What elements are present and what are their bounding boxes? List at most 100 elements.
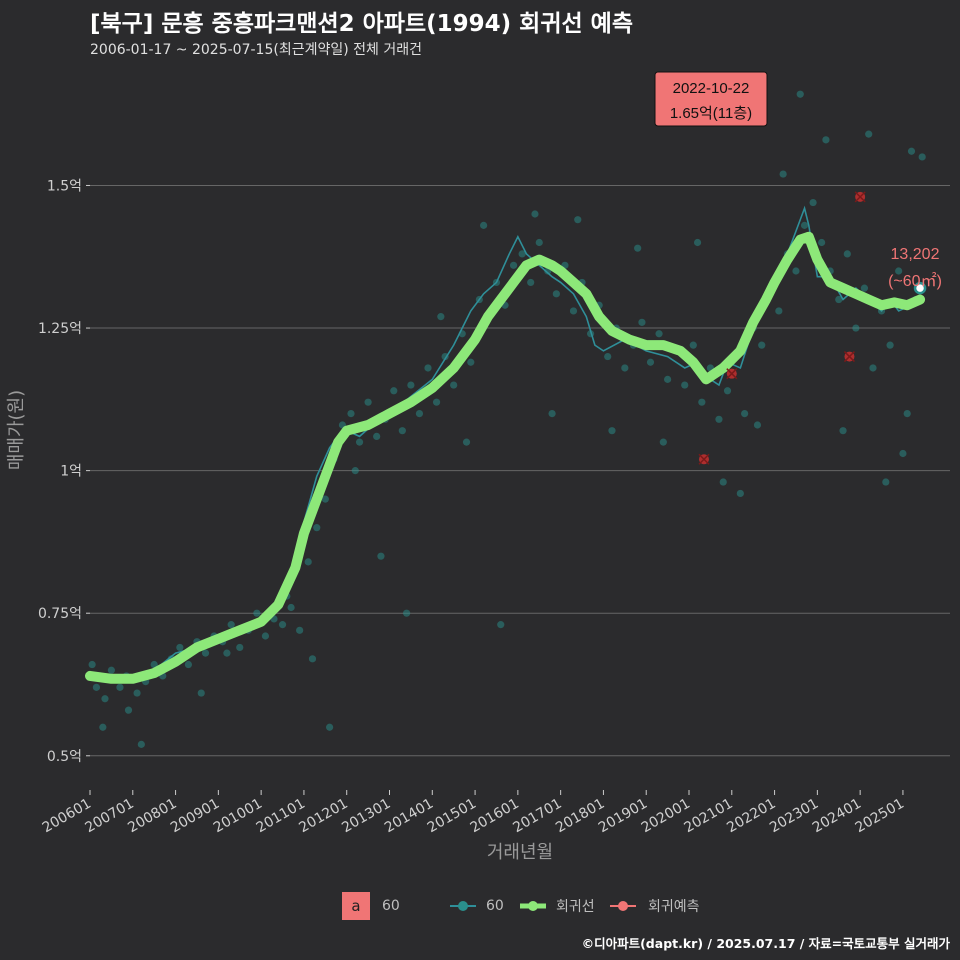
scatter-point: [882, 478, 890, 486]
scatter-point: [698, 398, 706, 406]
line-layer: [89, 205, 925, 683]
legend: a 60 60 회귀선 회귀예측: [0, 890, 960, 922]
scatter-point: [818, 238, 826, 247]
prediction-cross: [698, 453, 710, 465]
scatter-point: [304, 558, 312, 566]
chart-subtitle: 2006-01-17 ~ 2025-07-15(최근계약일) 전체 거래건: [90, 42, 422, 58]
scatter-point: [535, 238, 543, 247]
grid-layer: [90, 184, 950, 757]
scatter-point: [201, 649, 210, 657]
scatter-point: [347, 409, 355, 418]
scatter-point: [308, 655, 317, 663]
y-axis-title: 매매가(원): [6, 390, 27, 470]
scatter-point: [852, 324, 860, 332]
legend-item-series: 60: [448, 890, 504, 922]
scatter-point: [604, 352, 612, 361]
legend-prediction-key: [610, 901, 636, 911]
scatter-point: [296, 626, 304, 634]
scatter-point: [467, 358, 475, 366]
scatter-point: [638, 318, 646, 326]
scatter-point: [176, 643, 184, 652]
legend-a-key: a: [342, 892, 370, 920]
scatter-point: [184, 660, 193, 669]
legend-item-prediction: 회귀예측: [608, 890, 700, 922]
scatter-point: [415, 409, 424, 418]
scatter-point: [659, 438, 667, 446]
scatter-point: [497, 621, 505, 629]
scatter-point: [432, 398, 441, 406]
scatter-point: [92, 683, 101, 691]
scatter-point: [664, 375, 672, 383]
scatter-point: [261, 632, 270, 640]
max-annotation-box: [654, 71, 768, 127]
scatter-point: [531, 210, 539, 218]
max-annotation: 2022-10-22 1.65억(11층): [654, 71, 768, 127]
scatter-point: [137, 740, 145, 748]
scatter-point: [895, 267, 903, 275]
scatter-point: [355, 438, 364, 446]
scatter-point: [907, 147, 916, 155]
scatter-point: [918, 153, 926, 161]
scatter-point: [450, 381, 458, 389]
scatter-point: [480, 221, 488, 229]
scatter-point: [223, 649, 231, 657]
legend-item-area: a 60: [342, 890, 400, 922]
scatter-point: [800, 221, 809, 229]
moving-average-line: [89, 205, 925, 683]
legend-regression-label: 회귀선: [556, 899, 595, 915]
scatter-point: [518, 250, 526, 258]
scatter-point: [608, 427, 616, 435]
legend-series-label: 60: [486, 898, 504, 914]
scatter-point: [843, 250, 851, 258]
prediction-marker: [726, 368, 738, 380]
scatter-point: [646, 358, 655, 366]
scatter-point: [634, 244, 642, 252]
scatter-point: [839, 427, 847, 435]
scatter-point: [527, 278, 535, 287]
scatter-point: [407, 381, 415, 389]
scatter-point: [101, 695, 109, 703]
scatter-point: [681, 381, 689, 389]
legend-prediction-label: 회귀예측: [648, 899, 700, 915]
scatter-point: [569, 307, 578, 315]
scatter-point: [835, 295, 843, 304]
scatter-point: [903, 409, 911, 418]
scatter-point: [197, 689, 205, 697]
scatter-point: [236, 643, 244, 652]
scatter-point: [150, 660, 158, 669]
max-annotation-date: 2022-10-22: [673, 80, 750, 97]
chart-title: [북구] 문흥 중흥파크맨션2 아파트(1994) 회귀선 예측: [90, 11, 633, 37]
legend-a-label: 60: [382, 898, 400, 914]
scatter-point: [775, 307, 783, 315]
regression-layer: [85, 231, 926, 684]
scatter-point: [99, 723, 107, 731]
scatter-point: [403, 609, 411, 617]
scatter-point: [796, 90, 804, 98]
scatter-point: [398, 427, 406, 435]
scatter-point: [377, 552, 385, 560]
scatter-point: [822, 136, 830, 144]
y-tick-label: 0.5억: [47, 749, 82, 765]
legend-series-key: [450, 901, 476, 911]
scatter-point: [886, 341, 894, 349]
y-tick-label: 1.5억: [47, 178, 82, 194]
y-tick-label: 1.25억: [38, 321, 82, 337]
scatter-layer: [88, 90, 926, 748]
regression-line: [85, 231, 926, 684]
scatter-point: [715, 415, 723, 423]
x-axis-title: 거래년월: [487, 842, 553, 863]
scatter-point: [552, 290, 560, 298]
scatter-point: [741, 409, 749, 418]
scatter-point: [758, 341, 766, 349]
scatter-point: [548, 409, 556, 418]
scatter-point: [437, 313, 445, 321]
scatter-point: [313, 524, 321, 532]
scatter-point: [509, 261, 518, 269]
last-area-label: (~60㎡): [888, 272, 942, 290]
scatter-point: [869, 364, 877, 372]
scatter-point: [621, 364, 629, 372]
scatter-point: [116, 683, 124, 691]
scatter-point: [899, 449, 907, 458]
scatter-point: [373, 432, 381, 441]
